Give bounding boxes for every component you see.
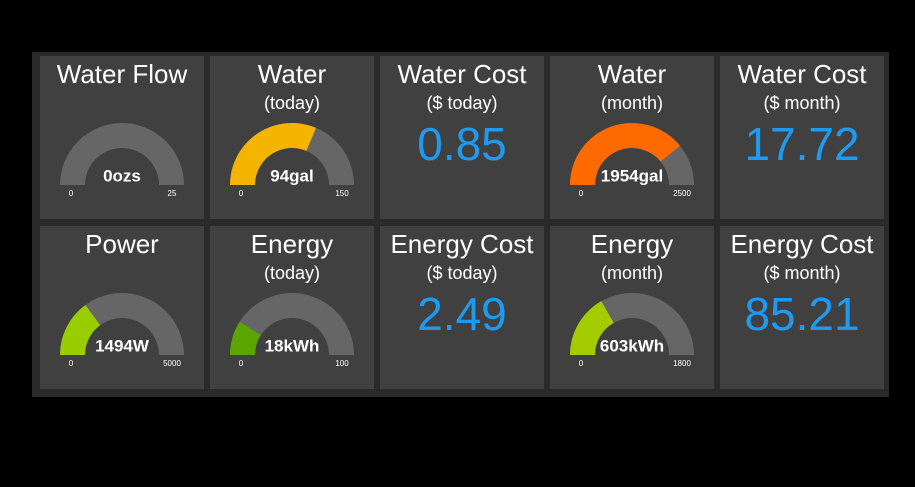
- gauge-min: 0: [69, 189, 74, 198]
- tile-title: Energy: [251, 229, 333, 259]
- gauge-min: 0: [239, 189, 244, 198]
- tile-number: 85.21: [744, 288, 859, 340]
- tile-title: Energy: [591, 229, 673, 259]
- gauge-min: 0: [239, 359, 244, 368]
- gauge-value: 94gal: [270, 166, 313, 185]
- tile-subtitle: ($ month): [763, 263, 840, 283]
- gauge-track: [230, 293, 354, 355]
- tile-title: Water Flow: [57, 59, 188, 89]
- tile-subtitle: ($ today): [426, 93, 497, 113]
- gauge-value: 0ozs: [103, 166, 141, 185]
- tile-title: Power: [85, 229, 159, 259]
- tile-subtitle: (today): [264, 263, 320, 283]
- gauge-fill: [60, 304, 101, 355]
- gauge-max: 2500: [673, 189, 691, 198]
- tile-subtitle: ($ today): [426, 263, 497, 283]
- gauge-value: 603kWh: [600, 336, 664, 355]
- tile: [380, 56, 544, 219]
- gauge-value: 1494W: [95, 336, 150, 355]
- tile: [720, 226, 884, 389]
- tile-title: Energy Cost: [730, 229, 874, 259]
- gauge-min: 0: [579, 189, 584, 198]
- tile-number: 0.85: [417, 118, 507, 170]
- gauge-max: 5000: [163, 359, 181, 368]
- gauge-track: [60, 293, 184, 355]
- gauge-max: 100: [335, 359, 349, 368]
- gauge-fill: [230, 122, 317, 185]
- gauge-fill: [570, 301, 614, 355]
- tile-title: Water: [598, 59, 667, 89]
- tile-number: 17.72: [744, 118, 859, 170]
- gauge-fill: [230, 321, 261, 355]
- gauge-max: 1800: [673, 359, 691, 368]
- gauge-value: 1954gal: [601, 166, 663, 185]
- gauge-value: 18kWh: [265, 336, 320, 355]
- tile-subtitle: (month): [601, 93, 663, 113]
- gauge-max: 150: [335, 189, 349, 198]
- tile: [380, 226, 544, 389]
- gauge-fill: [570, 122, 680, 185]
- tile-title: Water Cost: [397, 59, 527, 89]
- tile-subtitle: (today): [264, 93, 320, 113]
- tile-title: Water: [258, 59, 327, 89]
- gauge-min: 0: [69, 359, 74, 368]
- tile: [720, 56, 884, 219]
- tile-subtitle: (month): [601, 263, 663, 283]
- tile-title: Water Cost: [737, 59, 867, 89]
- gauge-track: [60, 123, 184, 185]
- gauge-min: 0: [579, 359, 584, 368]
- gauge-max: 25: [168, 189, 177, 198]
- tile-subtitle: ($ month): [763, 93, 840, 113]
- tile-number: 2.49: [417, 288, 507, 340]
- tile-title: Energy Cost: [390, 229, 534, 259]
